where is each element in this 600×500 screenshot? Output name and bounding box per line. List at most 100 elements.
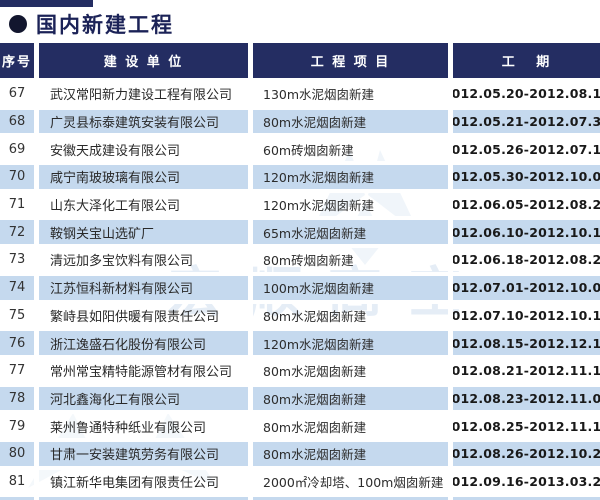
column-gutter — [448, 384, 453, 413]
row-no-cell: 76 — [0, 329, 34, 357]
period-cell: 2012.05.30-2012.10.09 — [453, 163, 600, 191]
row-no-cell: 74 — [0, 273, 34, 302]
project-cell: 120m水泥烟囱新建 — [253, 190, 448, 219]
column-header-project: 工 程 项 目 — [253, 43, 448, 78]
table-row: 79莱州鲁通特种纸业有限公司80m水泥烟囱新建2012.08.25-2012.1… — [0, 412, 600, 440]
column-gutter — [34, 412, 39, 440]
column-gutter — [248, 163, 253, 191]
column-gutter — [34, 163, 39, 191]
column-gutter — [448, 190, 453, 219]
column-gutter — [248, 495, 253, 500]
column-gutter — [34, 218, 39, 247]
project-cell: 80m砖烟囱新建 — [253, 246, 448, 274]
period-cell: 2012.06.05-2012.08.25 — [453, 190, 600, 219]
table-row: 74江苏恒科新材料有限公司100m水泥烟囱新建2012.07.01-2012.1… — [0, 273, 600, 302]
table-row: 71山东大泽化工有限公司120m水泥烟囱新建2012.06.05-2012.08… — [0, 190, 600, 219]
column-gutter — [448, 467, 453, 496]
column-gutter — [448, 135, 453, 164]
column-gutter — [34, 329, 39, 357]
row-no-cell: 77 — [0, 356, 34, 385]
table-row: 69安徽天成建设有限公司60m砖烟囱新建2012.05.26-2012.07.1… — [0, 135, 600, 164]
column-gutter — [248, 190, 253, 219]
row-no-cell: 71 — [0, 190, 34, 219]
company-cell: 甘肃一安装建筑劳务有限公司 — [39, 439, 248, 468]
column-gutter — [34, 467, 39, 496]
period-cell: 2012.08.15-2012.12.15 — [453, 329, 600, 357]
table-body: 67武汉常阳新力建设工程有限公司130m水泥烟囱新建2012.05.20-201… — [0, 80, 600, 500]
page-title: 国内新建工程 — [36, 13, 174, 37]
column-gutter — [248, 329, 253, 357]
project-cell: 80m水泥烟囱新建 — [253, 412, 448, 440]
column-gutter — [34, 246, 39, 274]
period-cell: 2012.07.10-2012.10.10 — [453, 301, 600, 330]
row-no-cell: 69 — [0, 135, 34, 164]
table-row: 81镇江新华电集团有限责任公司2000㎡冷却塔、100m烟囱新建2012.09.… — [0, 467, 600, 496]
project-cell: 80m水泥烟囱新建 — [253, 439, 448, 468]
period-cell: 2012.08.26-2012.10.24 — [453, 439, 600, 468]
column-gutter — [448, 246, 453, 274]
column-gutter — [248, 135, 253, 164]
project-cell — [253, 495, 448, 500]
table-row: 80甘肃一安装建筑劳务有限公司80m水泥烟囱新建2012.08.26-2012.… — [0, 439, 600, 468]
company-cell: 河北鑫海化工有限公司 — [39, 384, 248, 413]
column-gutter — [448, 356, 453, 385]
company-cell: 咸宁南玻玻璃有限公司 — [39, 163, 248, 191]
company-cell: 广灵县标泰建筑安装有限公司 — [39, 107, 248, 136]
company-cell: 江苏恒科新材料有限公司 — [39, 273, 248, 302]
column-gutter — [448, 163, 453, 191]
header-gutter — [448, 43, 453, 78]
header-gutter — [34, 43, 39, 78]
project-cell: 80m水泥烟囱新建 — [253, 107, 448, 136]
row-no-cell: 81 — [0, 467, 34, 496]
row-no-cell: 75 — [0, 301, 34, 330]
company-cell: 莱州鲁通特种纸业有限公司 — [39, 412, 248, 440]
company-cell: 安徽天成建设有限公司 — [39, 135, 248, 164]
project-cell: 80m水泥烟囱新建 — [253, 301, 448, 330]
table-row: 77常州常宝精特能源管材有限公司80m水泥烟囱新建2012.08.21-2012… — [0, 356, 600, 385]
column-gutter — [34, 384, 39, 413]
top-fragment-bar — [0, 0, 93, 7]
bullet-icon — [9, 15, 27, 33]
table-row: 70咸宁南玻玻璃有限公司120m水泥烟囱新建2012.05.30-2012.10… — [0, 163, 600, 191]
row-no-cell: 67 — [0, 80, 34, 108]
row-no-cell: 72 — [0, 218, 34, 247]
row-no-cell: 73 — [0, 246, 34, 274]
column-gutter — [34, 439, 39, 468]
project-cell: 120m水泥烟囱新建 — [253, 329, 448, 357]
row-no-cell: 68 — [0, 107, 34, 136]
row-no-cell — [0, 495, 34, 500]
period-cell: 2012.08.23-2012.11.02 — [453, 384, 600, 413]
column-gutter — [248, 246, 253, 274]
column-gutter — [248, 467, 253, 496]
company-cell: 武汉常阳新力建设工程有限公司 — [39, 80, 248, 108]
period-cell: 2012.08.25-2012.11.15 — [453, 412, 600, 440]
column-gutter — [34, 301, 39, 330]
column-gutter — [448, 273, 453, 302]
table-row — [0, 495, 600, 500]
column-gutter — [248, 439, 253, 468]
column-gutter — [448, 80, 453, 108]
column-header-no: 序号 — [0, 43, 34, 78]
column-header-company: 建 设 单 位 — [39, 43, 248, 78]
row-no-cell: 70 — [0, 163, 34, 191]
period-cell — [453, 495, 600, 500]
period-cell: 2012.08.21-2012.11.10 — [453, 356, 600, 385]
row-no-cell: 80 — [0, 439, 34, 468]
row-no-cell: 79 — [0, 412, 34, 440]
table-row: 75繁峙县如阳供暖有限责任公司80m水泥烟囱新建2012.07.10-2012.… — [0, 301, 600, 330]
column-gutter — [248, 273, 253, 302]
section-title-row: 国内新建工程 — [9, 9, 174, 39]
column-gutter — [248, 412, 253, 440]
period-cell: 2012.05.26-2012.07.16 — [453, 135, 600, 164]
table-row: 68广灵县标泰建筑安装有限公司80m水泥烟囱新建2012.05.21-2012.… — [0, 107, 600, 136]
period-cell: 2012.05.20-2012.08.10 — [453, 80, 600, 108]
table-row: 76浙江逸盛石化股份有限公司120m水泥烟囱新建2012.08.15-2012.… — [0, 329, 600, 357]
company-cell: 清远加多宝饮料有限公司 — [39, 246, 248, 274]
company-cell: 山东大泽化工有限公司 — [39, 190, 248, 219]
project-cell: 65m水泥烟囱新建 — [253, 218, 448, 247]
project-cell: 80m水泥烟囱新建 — [253, 356, 448, 385]
company-cell: 镇江新华电集团有限责任公司 — [39, 467, 248, 496]
column-gutter — [448, 301, 453, 330]
company-cell: 常州常宝精特能源管材有限公司 — [39, 356, 248, 385]
